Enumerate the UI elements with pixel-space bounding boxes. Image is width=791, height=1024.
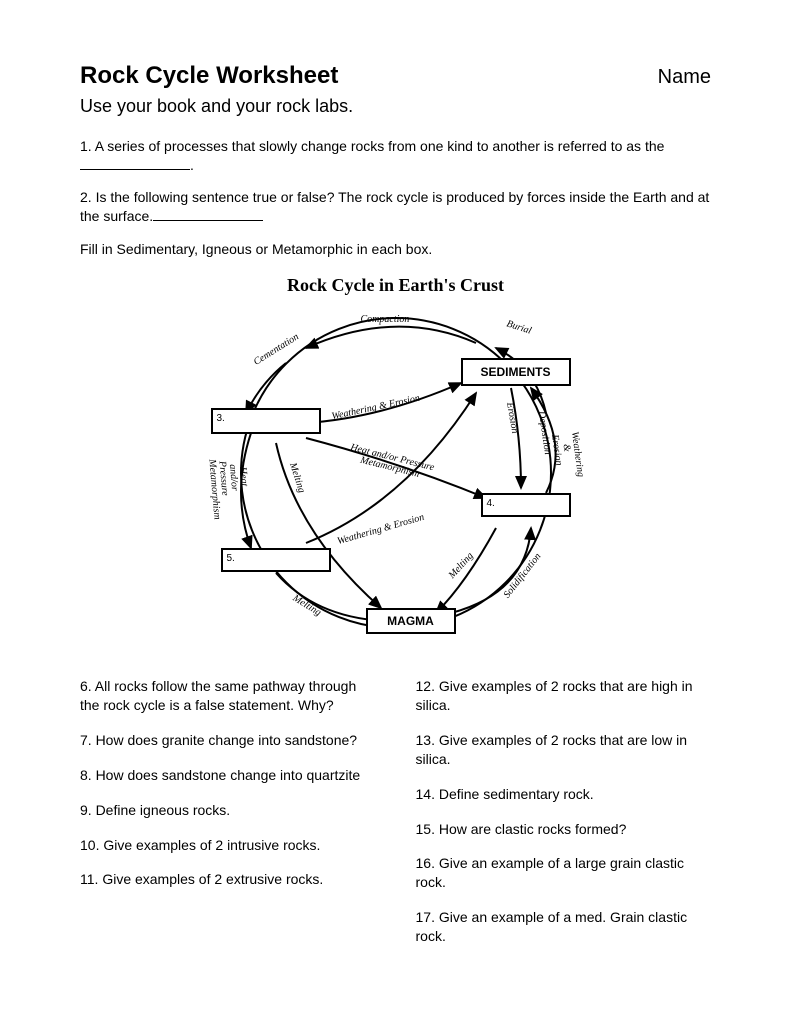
fillbox-4-label: 4. (487, 497, 495, 511)
label-hp1: Heat and/or Pressure Metamorphism (206, 456, 249, 499)
header-row: Rock Cycle Worksheet Name (80, 60, 711, 92)
question-13: 13. Give examples of 2 rocks that are lo… (416, 731, 712, 769)
question-6: 6. All rocks follow the same pathway thr… (80, 677, 376, 715)
question-9: 9. Define igneous rocks. (80, 801, 376, 820)
page-title: Rock Cycle Worksheet (80, 60, 338, 92)
question-16: 16. Give an example of a large grain cla… (416, 854, 712, 892)
subtitle: Use your book and your rock labs. (80, 94, 711, 118)
fillbox-5[interactable]: 5. (221, 548, 331, 572)
question-8: 8. How does sandstone change into quartz… (80, 766, 376, 785)
name-label: Name (658, 64, 711, 91)
question-2: 2. Is the following sentence true or fal… (80, 188, 711, 226)
question-17: 17. Give an example of a med. Grain clas… (416, 908, 712, 946)
node-magma: MAGMA (366, 608, 456, 634)
node-sediments: SEDIMENTS (461, 358, 571, 386)
question-15: 15. How are clastic rocks formed? (416, 820, 712, 839)
q2-blank[interactable] (153, 207, 263, 221)
question-11: 11. Give examples of 2 extrusive rocks. (80, 870, 376, 889)
right-column: 12. Give examples of 2 rocks that are hi… (416, 677, 712, 962)
fillbox-3[interactable]: 3. (211, 408, 321, 434)
question-1: 1. A series of processes that slowly cha… (80, 137, 711, 175)
q1-end: . (190, 157, 194, 173)
node-sediments-label: SEDIMENTS (480, 364, 550, 380)
diagram-container: Rock Cycle in Earth's Crust (80, 273, 711, 653)
left-column: 6. All rocks follow the same pathway thr… (80, 677, 376, 962)
fillbox-4[interactable]: 4. (481, 493, 571, 517)
fillbox-3-label: 3. (217, 412, 225, 426)
q1-text: 1. A series of processes that slowly cha… (80, 138, 664, 154)
question-7: 7. How does granite change into sandston… (80, 731, 376, 750)
questions-columns: 6. All rocks follow the same pathway thr… (80, 677, 711, 962)
question-14: 14. Define sedimentary rock. (416, 785, 712, 804)
fillbox-5-label: 5. (227, 552, 235, 566)
label-we3: Weathering & Erosion (549, 431, 583, 465)
node-magma-label: MAGMA (387, 613, 434, 629)
fill-instruction: Fill in Sedimentary, Igneous or Metamorp… (80, 240, 711, 259)
q1-blank[interactable] (80, 156, 190, 170)
label-compaction: Compaction (361, 315, 410, 325)
rock-cycle-diagram: Rock Cycle in Earth's Crust (176, 273, 616, 653)
question-10: 10. Give examples of 2 intrusive rocks. (80, 836, 376, 855)
question-12: 12. Give examples of 2 rocks that are hi… (416, 677, 712, 715)
